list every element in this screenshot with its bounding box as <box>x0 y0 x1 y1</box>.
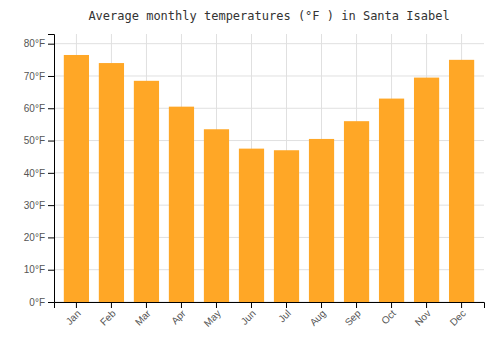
bar <box>414 78 439 302</box>
x-tick-label: Jan <box>64 308 83 327</box>
x-tick-label: Apr <box>169 307 188 326</box>
y-tick-label: 50°F <box>24 135 45 146</box>
x-tick: Apr <box>169 302 188 326</box>
x-tick-label: Sep <box>343 307 364 328</box>
x-tick-label: Mar <box>133 307 153 327</box>
y-tick-mark <box>48 108 54 109</box>
bar <box>134 81 159 302</box>
y-tick-label: 80°F <box>24 38 45 49</box>
x-tick-label: Jul <box>276 308 293 325</box>
title: Average monthly temperatures (°F ) in Sa… <box>88 9 449 23</box>
x-tick: Feb <box>98 302 118 328</box>
bar <box>169 107 194 302</box>
x-tick-label: Jun <box>239 308 258 327</box>
y-tick: 30°F <box>24 200 54 211</box>
grid <box>54 34 484 302</box>
x-tick: Jun <box>239 302 258 327</box>
x-tick: Mar <box>133 302 153 328</box>
x-tick-mark <box>426 302 427 308</box>
x-tick-label: Nov <box>413 308 433 328</box>
x-tick-mark <box>111 302 112 308</box>
x-tick: Dec <box>448 302 468 328</box>
x-tick-mark <box>391 302 392 308</box>
y-tick: 20°F <box>24 232 54 243</box>
x-tick-label: Feb <box>98 307 118 327</box>
x-axis: Jan Feb Mar Apr May Jun Jul Aug Sep Oct Nov Dec <box>55 302 485 329</box>
y-axis-line <box>48 35 55 303</box>
y-tick-mark <box>48 76 54 77</box>
y-tick: 10°F <box>24 264 54 275</box>
x-tick-mark <box>251 302 252 308</box>
x-tick: Oct <box>379 302 398 326</box>
y-tick: 70°F <box>24 71 54 82</box>
bar <box>99 63 124 302</box>
x-tick: Aug <box>308 302 328 328</box>
x-tick: May <box>202 302 223 329</box>
bar <box>449 60 474 302</box>
y-tick-mark <box>48 237 54 238</box>
y-tick-label: 30°F <box>24 200 45 211</box>
y-tick: 60°F <box>24 103 54 114</box>
y-tick-label: 70°F <box>24 71 45 82</box>
grid-line <box>54 43 484 44</box>
x-tick-mark <box>461 302 462 308</box>
bar <box>379 99 404 302</box>
x-tick-label: Dec <box>448 308 468 328</box>
x-tick-mark <box>356 302 357 308</box>
y-tick-mark <box>48 141 54 142</box>
x-tick-mark <box>181 302 182 308</box>
bar <box>239 149 264 302</box>
y-tick-label: 20°F <box>24 232 45 243</box>
bar <box>274 150 299 302</box>
x-tick-mark <box>286 302 287 308</box>
x-tick-label: Aug <box>308 308 328 328</box>
y-tick: 40°F <box>24 168 54 179</box>
bar <box>204 129 229 302</box>
y-tick-mark <box>48 302 54 303</box>
y-tick-mark <box>48 173 54 174</box>
bar <box>64 55 89 302</box>
y-tick: 0°F <box>29 297 54 308</box>
bar <box>344 121 369 302</box>
x-tick: Jul <box>276 302 293 324</box>
y-tick-label: 60°F <box>24 103 45 114</box>
x-tick: Jan <box>64 302 83 327</box>
x-axis-line <box>55 303 485 309</box>
chart: Jan Feb Mar Apr May Jun Jul Aug Sep Oct Nov Dec 0°F 1… <box>0 0 500 350</box>
x-tick-mark <box>146 302 147 308</box>
y-tick-label: 10°F <box>24 264 45 275</box>
y-tick-label: 40°F <box>24 168 45 179</box>
x-tick: Sep <box>343 302 364 328</box>
y-tick: 80°F <box>24 38 54 49</box>
x-tick-mark <box>76 302 77 308</box>
bars <box>64 55 474 302</box>
x-tick-mark <box>216 302 217 308</box>
bar <box>309 139 334 302</box>
x-tick-label: May <box>202 308 223 329</box>
x-tick-mark <box>321 302 322 308</box>
y-tick: 50°F <box>24 135 54 146</box>
x-tick-label: Oct <box>379 308 398 327</box>
x-tick: Nov <box>413 302 433 328</box>
y-tick-mark <box>48 205 54 206</box>
y-tick-label: 0°F <box>29 297 45 308</box>
y-axis: 0°F 10°F 20°F 30°F 40°F 50°F 60°F 70°F 80°F <box>24 35 55 308</box>
y-tick-mark <box>48 270 54 271</box>
y-tick-mark <box>48 44 54 45</box>
